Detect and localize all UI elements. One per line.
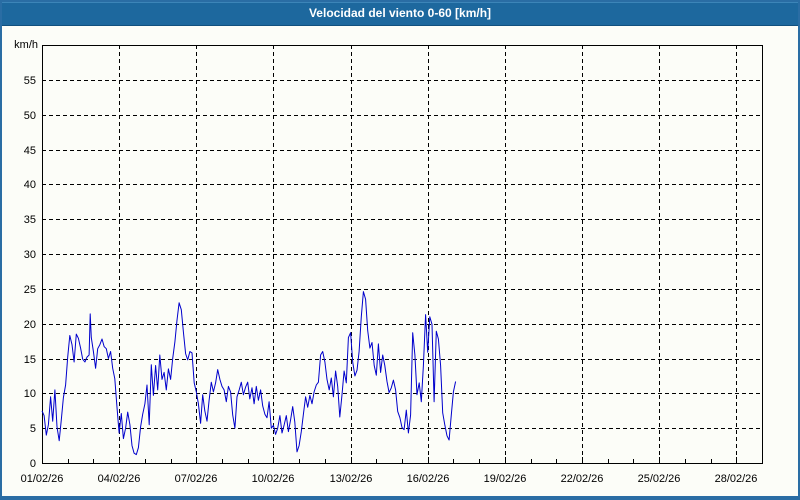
y-tick-label: 15 <box>24 354 36 366</box>
x-tick-label: 10/02/26 <box>252 473 295 485</box>
x-tick-label: 28/02/26 <box>715 473 758 485</box>
axis-ticks <box>43 457 763 463</box>
x-tick-label: 07/02/26 <box>175 473 218 485</box>
y-tick-label: 0 <box>30 458 36 470</box>
y-tick-label: 5 <box>30 423 36 435</box>
x-tick-label: 16/02/26 <box>407 473 450 485</box>
y-tick-label: 45 <box>24 145 36 157</box>
y-tick-label: 30 <box>24 249 36 261</box>
y-tick-label: 10 <box>24 388 36 400</box>
y-tick-label: 55 <box>24 75 36 87</box>
x-tick-label: 25/02/26 <box>638 473 681 485</box>
x-tick-labels: 01/02/26 04/02/26 07/02/26 10/02/26 13/02/26… <box>21 473 758 485</box>
x-tick-label: 04/02/26 <box>98 473 141 485</box>
wind-speed-line <box>42 292 456 455</box>
wind-speed-chart: 0 5 10 15 20 25 30 35 40 45 50 55 01/02/26 04/02/26 07… <box>2 2 800 500</box>
x-tick-label: 13/02/26 <box>330 473 373 485</box>
y-tick-labels: 0 5 10 15 20 25 30 35 40 45 50 55 <box>24 75 36 470</box>
y-tick-label: 20 <box>24 319 36 331</box>
y-tick-label: 35 <box>24 214 36 226</box>
wind-speed-window: Velocidad del viento 0-60 [km/h] km/h 05… <box>0 0 800 500</box>
y-tick-label: 50 <box>24 110 36 122</box>
y-tick-label: 40 <box>24 179 36 191</box>
x-tick-label: 19/02/26 <box>484 473 527 485</box>
y-tick-label: 25 <box>24 284 36 296</box>
x-tick-label: 01/02/26 <box>21 473 64 485</box>
x-tick-label: 22/02/26 <box>561 473 604 485</box>
